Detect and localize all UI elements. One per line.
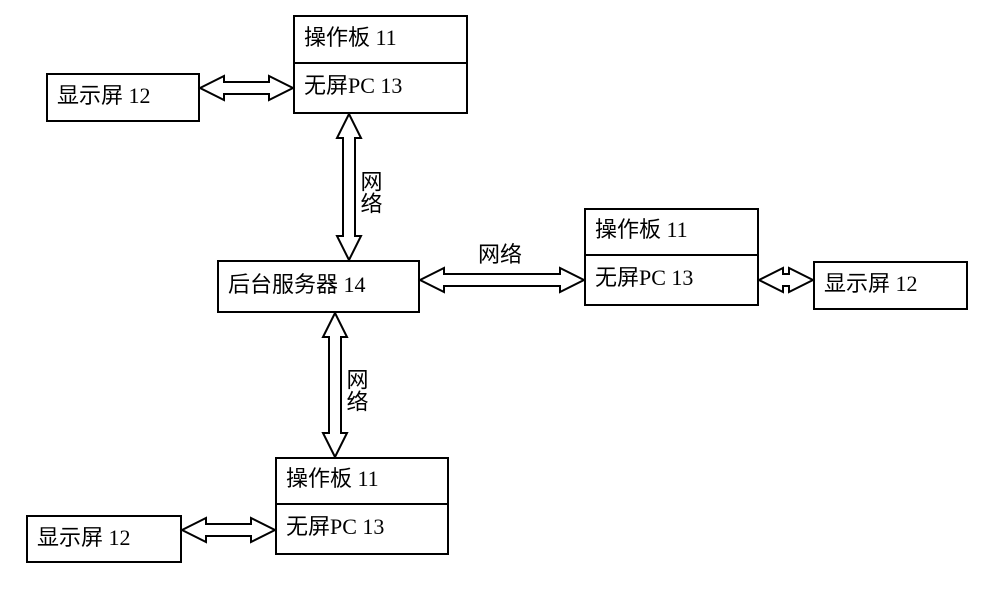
edge-server-pc3-label: 网络 xyxy=(344,368,369,412)
node-disp1: 显示屏 12 xyxy=(47,74,199,121)
node-op3: 操作板 11 xyxy=(276,458,448,504)
node-disp3-label: 显示屏 12 xyxy=(37,525,131,550)
edge-pc2-disp2 xyxy=(759,268,813,292)
node-pc3: 无屏PC 13 xyxy=(276,504,448,554)
edge-server-pc3: 网络 xyxy=(323,313,369,457)
edge-pc1-server-label-1: 网络 xyxy=(358,170,383,214)
node-server: 后台服务器 14 xyxy=(218,261,419,312)
node-disp2-label: 显示屏 12 xyxy=(824,271,918,296)
node-pc3-label: 无屏PC 13 xyxy=(286,514,384,539)
edge-server-pc2: 网络 xyxy=(420,242,584,292)
diagram-canvas: 操作板 11 无屏PC 13 显示屏 12 后台服务器 14 操作板 11 无屏… xyxy=(0,0,1000,599)
node-op1-label: 操作板 11 xyxy=(304,25,397,50)
node-pc1: 无屏PC 13 xyxy=(294,63,467,113)
node-server-label: 后台服务器 14 xyxy=(228,272,366,297)
edge-disp3-pc3 xyxy=(182,518,275,542)
edge-pc1-server: 网络 xyxy=(337,114,383,260)
edge-disp1-pc1 xyxy=(200,76,293,100)
node-pc2: 无屏PC 13 xyxy=(585,255,758,305)
node-op2: 操作板 11 xyxy=(585,209,758,255)
node-disp1-label: 显示屏 12 xyxy=(57,83,151,108)
node-op1: 操作板 11 xyxy=(294,16,467,63)
node-disp3: 显示屏 12 xyxy=(27,516,181,562)
node-op3-label: 操作板 11 xyxy=(286,466,379,491)
edge-server-pc2-label: 网络 xyxy=(478,242,522,267)
node-pc2-label: 无屏PC 13 xyxy=(595,265,693,290)
node-disp2: 显示屏 12 xyxy=(814,262,967,309)
node-op2-label: 操作板 11 xyxy=(595,217,688,242)
node-pc1-label: 无屏PC 13 xyxy=(304,73,402,98)
